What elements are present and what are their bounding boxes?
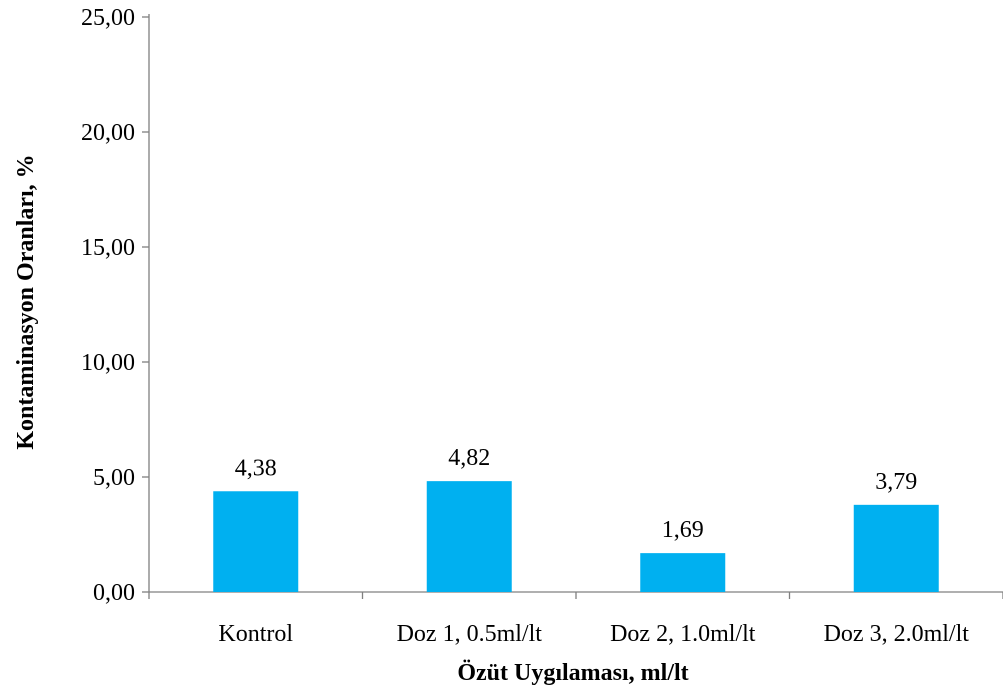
data-labels: 4,38 4,82 1,69 3,79	[235, 445, 918, 543]
bars	[213, 481, 939, 592]
y-tick-label: 25,00	[81, 5, 135, 31]
data-label-2: 4,82	[448, 445, 490, 471]
bar-3	[640, 553, 726, 592]
bar-2	[426, 481, 512, 592]
x-axis-category-labels: Kontrol Doz 1, 0.5ml/lt Doz 2, 1.0ml/lt Doz…	[218, 621, 969, 647]
y-tick-label: 0,00	[93, 580, 135, 606]
data-label-1: 4,38	[235, 455, 277, 481]
x-category-label: Doz 1, 0.5ml/lt	[397, 621, 543, 647]
x-category-label: Doz 2, 1.0ml/lt	[610, 621, 756, 647]
bar-4	[853, 504, 939, 592]
x-axis-title: Özüt Uygılaması, ml/lt	[457, 660, 688, 686]
y-tick-label: 15,00	[81, 235, 135, 261]
y-axis-title: Kontaminasyon Oranları, %	[13, 154, 39, 449]
x-category-label: Kontrol	[218, 621, 293, 647]
y-axis-ticks: 0,00 5,00 10,00 15,00 20,00 25,00	[81, 5, 149, 606]
x-category-label: Doz 3, 2.0ml/lt	[824, 621, 970, 647]
y-tick-label: 20,00	[81, 120, 135, 146]
data-label-4: 3,79	[875, 469, 917, 495]
data-label-3: 1,69	[662, 517, 704, 543]
y-tick-label: 10,00	[81, 350, 135, 376]
bar-1	[213, 491, 299, 592]
y-tick-label: 5,00	[93, 465, 135, 491]
